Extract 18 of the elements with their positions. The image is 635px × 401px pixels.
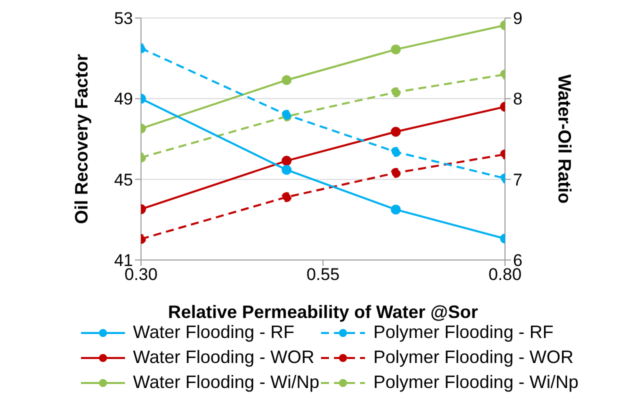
y2-tick-label: 7 — [513, 170, 522, 190]
y-tick-label: 49 — [114, 90, 133, 109]
legend-label: Polymer Flooding - Wi/Np — [373, 372, 578, 393]
x-tick-label: 0.55 — [306, 265, 340, 284]
x-tick-label: 0.80 — [488, 265, 522, 284]
legend-label: Polymer Flooding - RF — [373, 322, 554, 343]
x-axis-title: Relative Permeability of Water @Sor — [168, 302, 478, 322]
x-tick-label: 0.30 — [124, 265, 158, 284]
y2-tick-label: 9 — [513, 9, 522, 28]
y-tick-label: 53 — [114, 9, 133, 28]
y-tick-label: 45 — [114, 170, 133, 190]
legend-label: Polymer Flooding - WOR — [373, 347, 574, 368]
legend-label: Water Flooding - WOR — [133, 347, 314, 368]
y-axis-title: Oil Recovery Factor — [71, 54, 92, 224]
legend-label: Water Flooding - Wi/Np — [133, 372, 320, 393]
y2-axis-title: Water-Oil Ratio — [554, 74, 575, 204]
legend-label: Water Flooding - RF — [133, 322, 294, 343]
y2-tick-label: 8 — [513, 90, 522, 109]
